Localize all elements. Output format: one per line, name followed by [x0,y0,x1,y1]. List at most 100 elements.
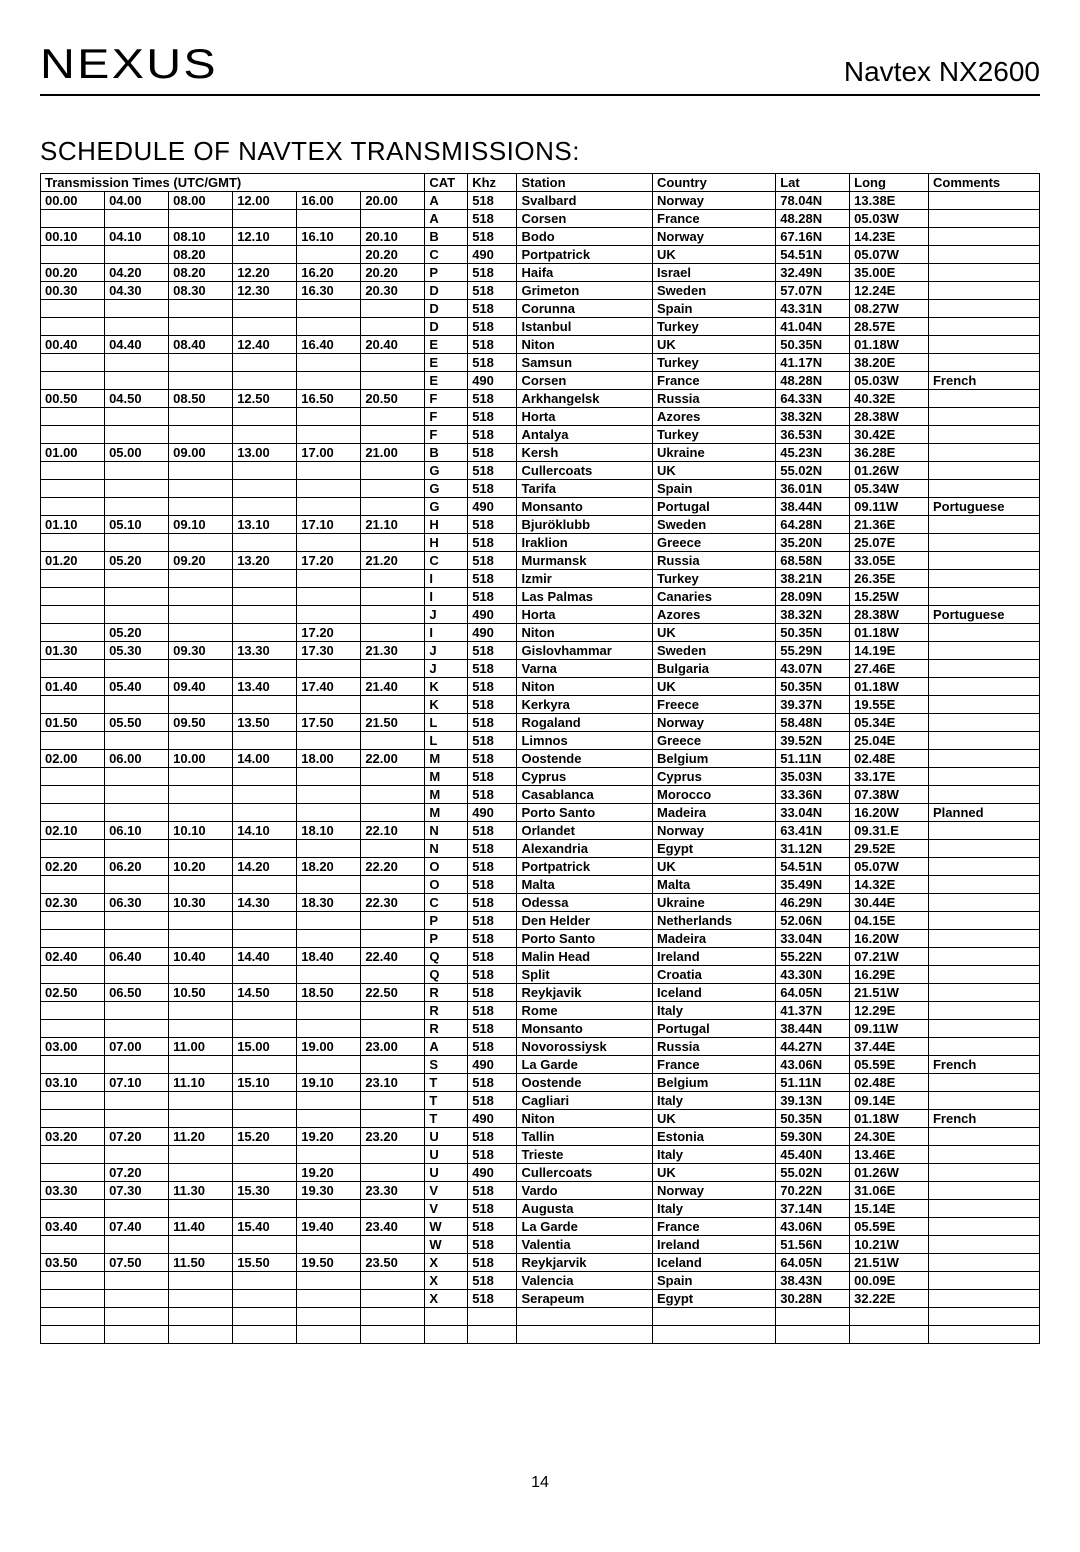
time-cell: 03.30 [41,1182,105,1200]
time-cell [361,1326,425,1344]
khz-cell: 518 [468,444,517,462]
station-cell: Malin Head [517,948,653,966]
cat-cell: A [425,192,468,210]
lat-cell: 43.07N [776,660,850,678]
comments-cell [928,1092,1039,1110]
time-cell [169,300,233,318]
lat-cell: 37.14N [776,1200,850,1218]
comments-cell [928,930,1039,948]
country-cell: France [653,1056,776,1074]
brand-logo: NEXUS [40,40,218,88]
time-cell [297,930,361,948]
comments-cell: French [928,1056,1039,1074]
station-cell: Bjuröklubb [517,516,653,534]
table-row: D518IstanbulTurkey41.04N28.57E [41,318,1040,336]
time-cell [41,606,105,624]
country-cell: UK [653,858,776,876]
lat-cell: 55.02N [776,1164,850,1182]
time-cell: 00.40 [41,336,105,354]
khz-cell: 518 [468,282,517,300]
time-cell: 00.30 [41,282,105,300]
time-cell [233,1236,297,1254]
country-cell: Norway [653,714,776,732]
station-cell: Den Helder [517,912,653,930]
time-cell: 03.40 [41,1218,105,1236]
country-cell [653,1308,776,1326]
time-cell: 21.30 [361,642,425,660]
long-cell: 28.38W [850,606,929,624]
khz-cell: 518 [468,750,517,768]
station-cell: Svalbard [517,192,653,210]
time-cell [105,426,169,444]
time-cell [297,660,361,678]
time-cell [169,462,233,480]
khz-cell: 518 [468,912,517,930]
time-cell: 22.00 [361,750,425,768]
comments-cell [928,714,1039,732]
table-row: N518AlexandriaEgypt31.12N29.52E [41,840,1040,858]
table-row: X518SerapeumEgypt30.28N32.22E [41,1290,1040,1308]
time-cell [233,660,297,678]
time-cell: 00.10 [41,228,105,246]
country-cell: Iceland [653,1254,776,1272]
cat-cell: T [425,1110,468,1128]
time-cell [297,1326,361,1344]
time-cell [169,354,233,372]
long-cell: 27.46E [850,660,929,678]
station-cell: Grimeton [517,282,653,300]
time-cell: 05.40 [105,678,169,696]
station-cell: Tarifa [517,480,653,498]
time-cell: 16.50 [297,390,361,408]
time-cell: 00.20 [41,264,105,282]
time-cell [41,498,105,516]
lat-header: Lat [776,174,850,192]
comments-cell [928,534,1039,552]
comments-cell [928,1290,1039,1308]
long-cell: 21.51W [850,984,929,1002]
lat-cell [776,1326,850,1344]
time-cell [41,966,105,984]
country-cell: Madeira [653,804,776,822]
time-cell: 13.20 [233,552,297,570]
cat-cell: F [425,426,468,444]
cat-cell: F [425,390,468,408]
time-cell: 01.10 [41,516,105,534]
lat-cell: 36.01N [776,480,850,498]
country-cell: Malta [653,876,776,894]
khz-cell: 518 [468,1200,517,1218]
khz-cell: 518 [468,768,517,786]
time-cell [105,768,169,786]
time-cell [361,930,425,948]
time-cell [41,768,105,786]
country-cell: Belgium [653,750,776,768]
country-cell: Russia [653,390,776,408]
long-cell: 05.07W [850,246,929,264]
comments-header: Comments [928,174,1039,192]
time-cell [41,1164,105,1182]
comments-cell [928,228,1039,246]
time-cell [105,1200,169,1218]
time-cell: 21.20 [361,552,425,570]
time-cell: 02.30 [41,894,105,912]
country-cell: Italy [653,1146,776,1164]
time-cell [361,300,425,318]
time-cell: 16.10 [297,228,361,246]
khz-cell: 490 [468,372,517,390]
long-cell: 16.20W [850,804,929,822]
cat-cell: M [425,786,468,804]
khz-cell: 518 [468,588,517,606]
time-cell: 23.00 [361,1038,425,1056]
time-cell: 04.00 [105,192,169,210]
time-cell: 13.40 [233,678,297,696]
cat-cell: A [425,1038,468,1056]
time-cell: 22.30 [361,894,425,912]
country-cell: Portugal [653,1020,776,1038]
long-cell: 14.23E [850,228,929,246]
long-cell: 26.35E [850,570,929,588]
time-cell [105,300,169,318]
station-cell: Horta [517,606,653,624]
lat-cell: 30.28N [776,1290,850,1308]
time-cell: 10.30 [169,894,233,912]
lat-cell: 33.04N [776,930,850,948]
cat-cell: P [425,912,468,930]
